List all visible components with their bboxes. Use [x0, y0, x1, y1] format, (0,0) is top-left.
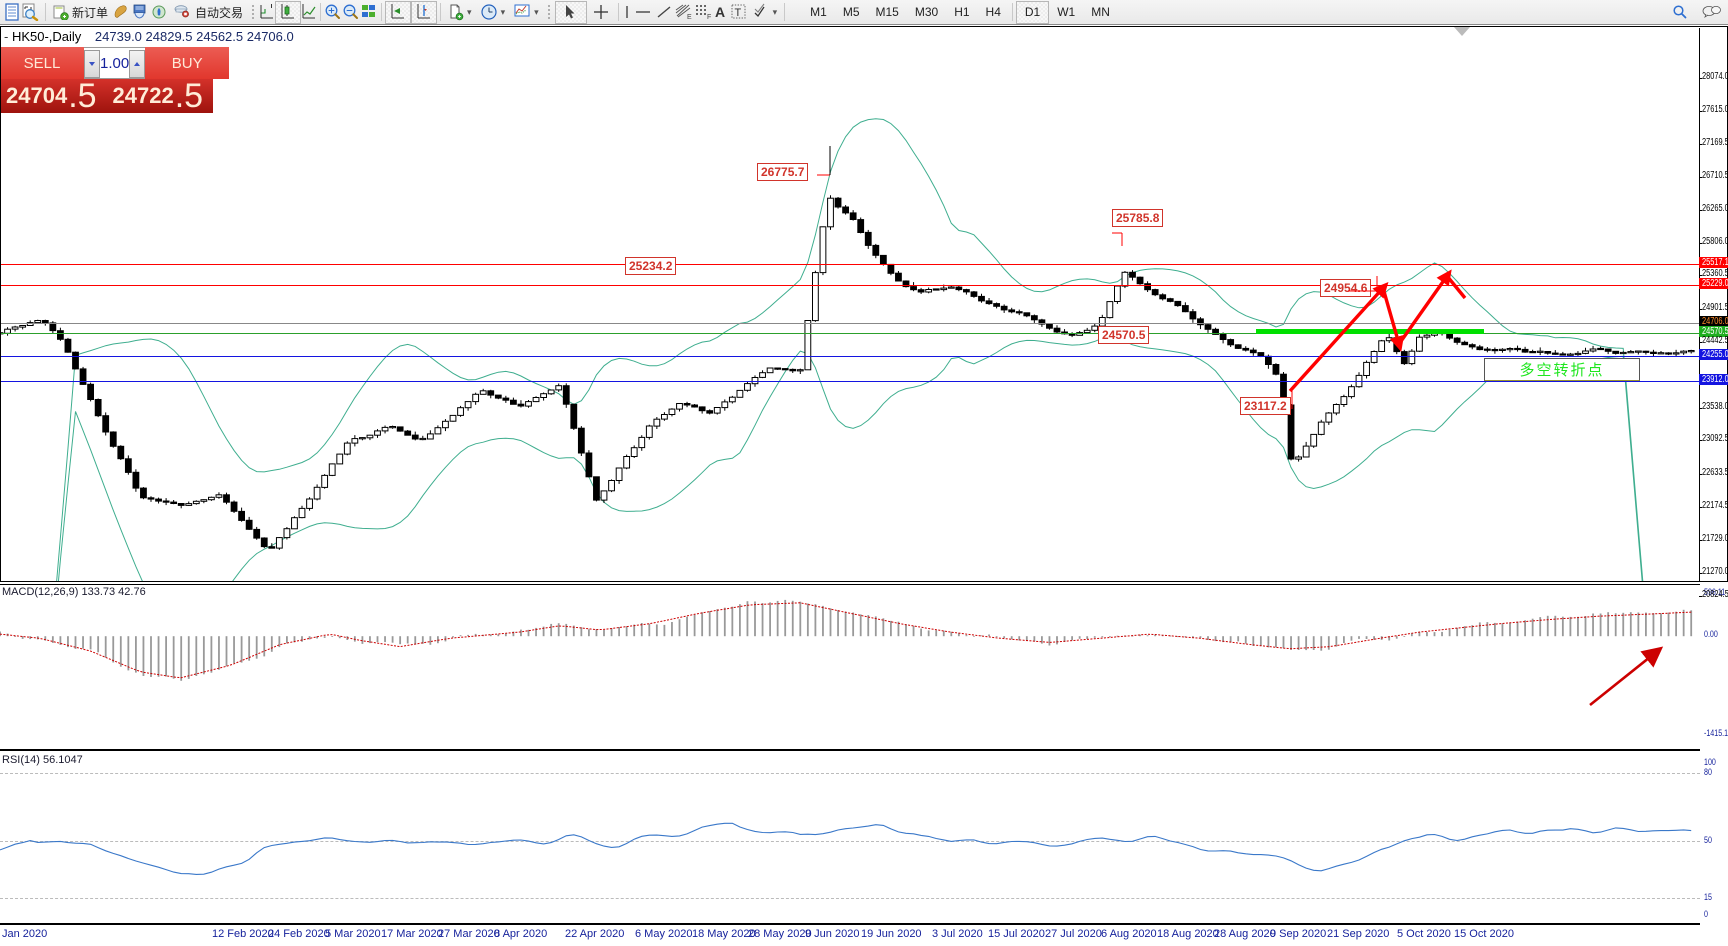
svg-text:T: T: [734, 7, 741, 19]
svg-text:A: A: [715, 4, 725, 20]
svg-text:F: F: [707, 14, 711, 21]
svg-text:E: E: [687, 14, 692, 21]
